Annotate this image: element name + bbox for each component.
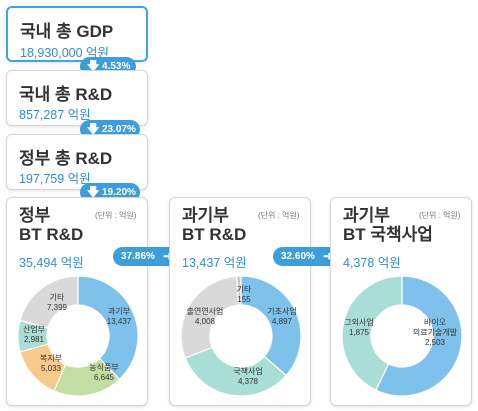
rnd-title: 국내 총 R&D bbox=[19, 85, 113, 104]
slice-label-5: 기타 7,399 bbox=[47, 293, 68, 312]
msit-bt-title-line2: BT R&D bbox=[182, 225, 247, 244]
arrow-down-icon: 🡇 bbox=[87, 59, 100, 73]
donut-slice-5 bbox=[19, 275, 79, 329]
donut-slice-2 bbox=[341, 275, 403, 391]
arrow-right-icon: ➜ bbox=[322, 249, 333, 263]
gov-rnd-title: 정부 총 R&D bbox=[19, 149, 113, 168]
donut-chart-msit-national: 바이오 의료기술개발 2,503 그외사업 1,875 bbox=[341, 275, 463, 397]
gdp-title: 국내 총 GDP bbox=[20, 22, 114, 41]
ratio-pill-3-label: 19.20% bbox=[102, 187, 136, 198]
arrow-right-icon: ➜ bbox=[162, 249, 173, 263]
gov-bt-value: 35,494 억원 bbox=[19, 256, 84, 270]
msit-bt-title-line1: 과기부 bbox=[182, 206, 229, 225]
msit-national-title-line2: BT 국책사업 bbox=[343, 225, 433, 244]
slice-label-2: 국책사업 4,378 bbox=[233, 366, 262, 386]
slice-label-1: 바이오 의료기술개발 2,503 bbox=[413, 317, 458, 347]
msit-bt-panel: 과기부 BT R&D (단위 : 억원) 13,437 억원 기초사업 4,897… bbox=[169, 197, 311, 406]
slice-label-2: 농식품부 6,645 bbox=[89, 363, 118, 382]
donut-slice-1 bbox=[240, 275, 302, 377]
ratio-pill-5: 32.60% ➜ bbox=[273, 247, 339, 266]
msit-national-panel: 과기부 BT 국책사업 (단위 : 억원) 4,378 억원 바이오 의료기술개발… bbox=[330, 197, 472, 406]
slice-label-3: 복지부 5,033 bbox=[40, 354, 62, 373]
msit-national-unit: (단위 : 억원) bbox=[419, 211, 461, 220]
msit-bt-unit: (단위 : 억원) bbox=[258, 211, 300, 220]
gov-rnd-value: 197,759 억원 bbox=[19, 172, 91, 186]
donut-slice-2 bbox=[184, 346, 287, 397]
ratio-pill-4-label: 37.86% bbox=[121, 251, 155, 262]
slice-label-1: 기초사업 4,897 bbox=[267, 307, 296, 326]
msit-national-title-line1: 과기부 bbox=[343, 206, 390, 225]
slice-label-4: 기타 155 bbox=[237, 285, 252, 304]
ratio-pill-5-label: 32.60% bbox=[281, 251, 315, 262]
donut-slice-4 bbox=[236, 275, 242, 306]
gdp-box: 국내 총 GDP 18,930,000 억원 bbox=[6, 6, 148, 62]
msit-national-value: 4,378 억원 bbox=[343, 256, 401, 270]
ratio-pill-4: 37.86% ➜ bbox=[113, 247, 179, 266]
donut-chart-msit-bt: 기초사업 4,897 국책사업 4,378 출연연사업 4,008 기타 155 bbox=[180, 275, 302, 397]
rnd-box: 국내 총 R&D 857,287 억원 bbox=[6, 70, 148, 126]
msit-bt-value: 13,437 억원 bbox=[182, 256, 247, 270]
gdp-value: 18,930,000 억원 bbox=[20, 46, 110, 60]
slice-label-1: 과기부 13,437 bbox=[107, 307, 132, 326]
gov-bt-unit: (단위 : 억원) bbox=[95, 211, 137, 220]
slice-label-4: 산업부 2,981 bbox=[23, 324, 45, 344]
donut-slice-3 bbox=[180, 275, 240, 359]
donut-slice-1 bbox=[77, 275, 139, 381]
gov-bt-panel: 정부 BT R&D (단위 : 억원) 35,494 억원 과기부 13,437 농… bbox=[6, 197, 148, 406]
gov-bt-title-line1: 정부 bbox=[19, 206, 51, 225]
slice-label-3: 출연연사업 4,008 bbox=[187, 306, 224, 326]
slice-label-2: 그외사업 1,875 bbox=[344, 317, 373, 337]
ratio-pill-1-label: 4.53% bbox=[102, 61, 131, 72]
gov-rnd-box: 정부 총 R&D 197,759 억원 bbox=[6, 134, 148, 190]
arrow-down-icon: 🡇 bbox=[87, 122, 100, 136]
rnd-value: 857,287 억원 bbox=[19, 108, 91, 122]
ratio-pill-2-label: 23.07% bbox=[102, 124, 136, 135]
arrow-down-icon: 🡇 bbox=[87, 185, 100, 199]
donut-slice-1 bbox=[375, 275, 463, 397]
gov-bt-title-line2: BT R&D bbox=[19, 225, 84, 244]
